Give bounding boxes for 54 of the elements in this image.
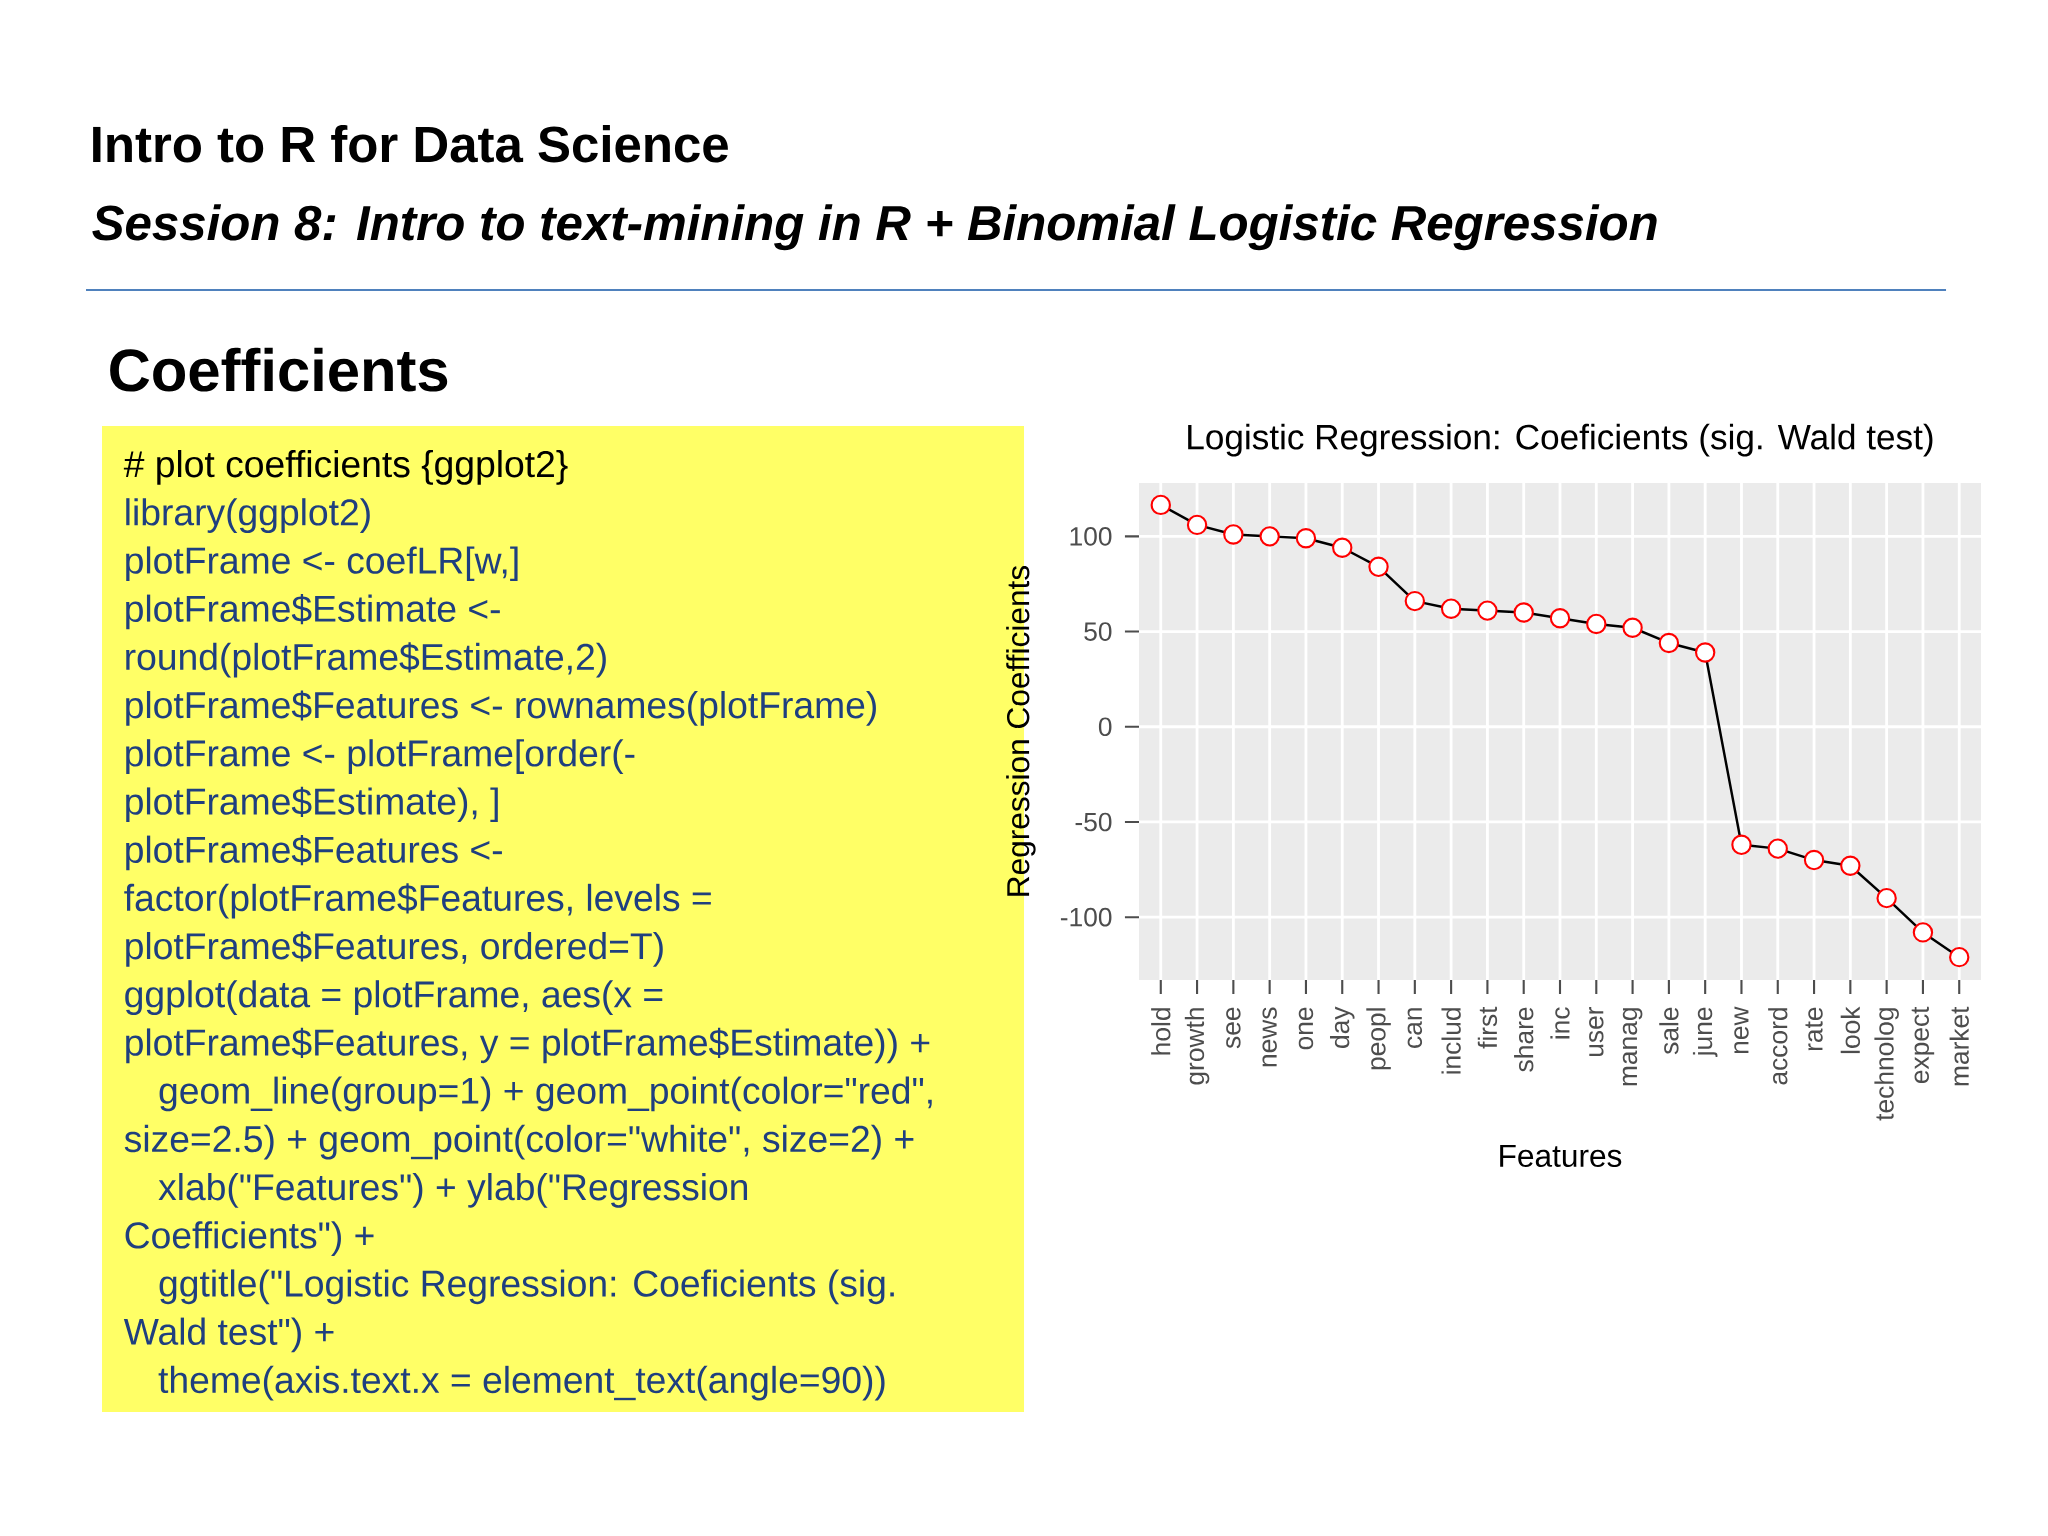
x-tick-label: hold (1151, 1008, 1171, 1055)
text: plotFrame$Features, y = plotFrame$Estimate)) + (126, 1027, 930, 1064)
x-tick-label: inc (1550, 1007, 1570, 1039)
text: Coefficients") + (125, 1221, 374, 1256)
x-tick-label: share (1514, 1007, 1534, 1072)
x-tick-label: technolog (1874, 1008, 1899, 1121)
text: size=2.5) + geom_point(color="white", size=2) + (124, 1124, 914, 1160)
x-tick-label: market (1949, 1006, 1969, 1086)
text: plotFrame$Features <- (126, 835, 502, 871)
text: ggplot(data = plotFrame, aes(x = (125, 980, 663, 1015)
text: plotFrame$Features, ordered=T) (126, 931, 663, 967)
text: plotFrame$Features <- rownames(plotFrame) (126, 690, 876, 726)
x-tick-label: can (1407, 1008, 1423, 1048)
y-tick-label: 0 (1098, 717, 1112, 737)
x-tick-label: includ (1441, 1008, 1461, 1074)
x-tick-label: day (1329, 1006, 1355, 1048)
y-axis-title: Regression Coefficients (1006, 565, 1036, 896)
text: plotFrame$Estimate <- (126, 594, 500, 630)
x-tick-label: june (1692, 1007, 1718, 1057)
text: xlab("Features") + ylab("Regression (158, 1173, 748, 1208)
y-tick-label: -100 (1060, 907, 1112, 927)
x-tick-label: user (1589, 1006, 1604, 1057)
text: plotFrame$Estimate), ] (126, 786, 498, 823)
x-tick-label: expect (1911, 1006, 1935, 1084)
x-tick-label: accord (1768, 1008, 1788, 1085)
text: # plot coefficients {ggplot2} (123, 449, 568, 485)
text: geom_line(group=1) + geom_point(color="red", (159, 1076, 932, 1112)
x-tick-label: one (1298, 1007, 1314, 1050)
text: Intro to R for Data Science (93, 125, 728, 163)
text: plotFrame <- coefLR[w,] (126, 546, 518, 582)
text: round(plotFrame$Estimate,2) (126, 642, 606, 678)
text: plotFrame <- plotFrame[order(- (126, 739, 635, 774)
x-tick-label: new (1734, 1006, 1749, 1054)
x-tick-label: look (1840, 1006, 1861, 1054)
x-tick-label: manag (1622, 1008, 1643, 1086)
y-tick-label: 100 (1070, 527, 1112, 546)
x-tick-label: sale (1659, 1007, 1679, 1055)
x-tick-label: news (1262, 1007, 1277, 1067)
x-tick-label: rate (1805, 1007, 1823, 1051)
text: ggtitle("Logistic Regression: Coeficients (sig. (159, 1269, 894, 1305)
text: Coefficients (110, 347, 448, 392)
text: library(ggplot2) (126, 498, 370, 533)
text: theme(axis.text.x = element_text(angle=90)) (158, 1365, 885, 1401)
text: factor(plotFrame$Features, levels = (124, 883, 711, 919)
x-tick-label: peopl (1366, 1008, 1391, 1070)
x-tick-label: see (1226, 1007, 1241, 1049)
text: Session 8: Intro to text-mining in R + Binomial Logistic Regression (92, 204, 1657, 251)
x-tick-label: growth (1184, 1008, 1210, 1085)
x-axis-title: Features (1500, 1144, 1622, 1168)
text: Wald test") + (123, 1317, 334, 1353)
y-tick-label: -50 (1075, 812, 1112, 832)
y-tick-label: 50 (1084, 622, 1112, 641)
x-tick-label: first (1477, 1006, 1498, 1049)
chart-title: Logistic Regression: Coeficients (sig. Wald test) (1188, 423, 1933, 457)
